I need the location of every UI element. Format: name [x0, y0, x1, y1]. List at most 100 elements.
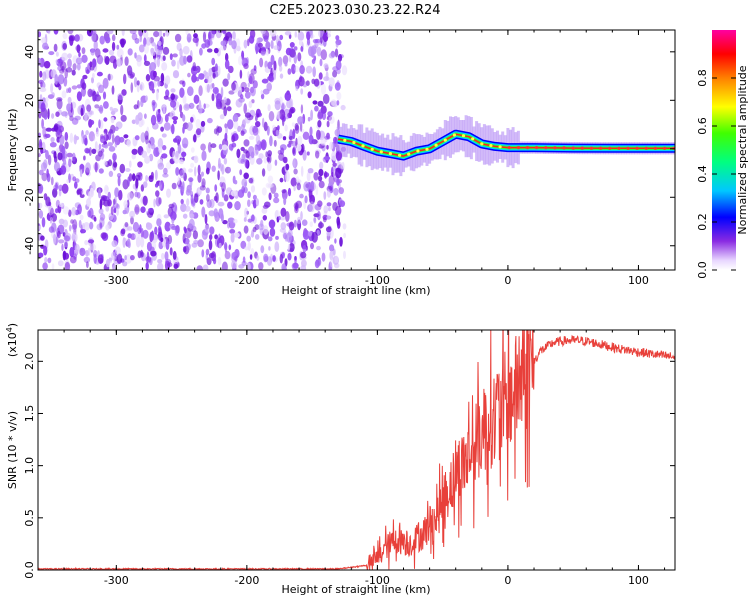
noise-blob — [131, 32, 138, 41]
noise-blob — [56, 97, 63, 102]
noise-blob — [143, 30, 147, 33]
noise-blob — [139, 84, 143, 91]
noise-blob — [81, 54, 88, 63]
noise-blob — [61, 65, 65, 73]
noise-blob — [43, 245, 48, 256]
noise-blob — [140, 132, 146, 143]
noise-blob — [247, 218, 253, 223]
noise-blob — [330, 257, 333, 268]
noise-blob — [197, 164, 201, 175]
noise-blob — [250, 151, 255, 159]
noise-blob — [72, 234, 76, 241]
noise-blob — [290, 177, 297, 187]
noise-blob — [258, 153, 264, 160]
x-tick-label: -300 — [104, 274, 129, 287]
noise-blob — [124, 56, 129, 66]
noise-blob — [197, 173, 202, 183]
noise-blob — [248, 75, 253, 84]
trace-peak-dot — [653, 146, 658, 150]
noise-blob — [55, 111, 60, 117]
noise-blob — [111, 34, 116, 42]
noise-blob — [58, 202, 64, 208]
noise-blob — [201, 43, 207, 49]
noise-blob — [306, 171, 311, 182]
noise-blob — [50, 137, 55, 143]
noise-blob — [243, 103, 247, 114]
noise-blob — [153, 30, 160, 38]
noise-blob — [339, 200, 346, 208]
noise-blob — [328, 52, 336, 59]
noise-blob — [150, 114, 157, 126]
noise-blob — [145, 74, 151, 82]
noise-blob — [213, 47, 219, 54]
noise-blob — [323, 205, 329, 214]
noise-blob — [298, 39, 303, 46]
noise-blob — [222, 78, 229, 87]
noise-blob — [43, 193, 48, 201]
noise-blob — [269, 30, 277, 37]
noise-blob — [277, 125, 280, 131]
noise-blob — [234, 201, 241, 211]
noise-blob — [270, 54, 275, 65]
noise-blob — [324, 171, 328, 179]
noise-blob — [297, 135, 303, 146]
noise-blob — [150, 171, 154, 179]
noise-blob — [227, 217, 235, 223]
noise-blob — [190, 162, 195, 168]
noise-blob — [266, 162, 272, 172]
noise-blob — [170, 100, 177, 108]
noise-blob — [53, 161, 61, 172]
noise-blob — [66, 103, 72, 112]
noise-blob — [193, 33, 198, 39]
noise-blob — [99, 35, 105, 45]
noise-blob — [60, 61, 67, 71]
noise-blob — [85, 250, 89, 257]
noise-blob — [131, 153, 136, 160]
noise-blob — [243, 172, 249, 180]
noise-blob — [119, 163, 126, 174]
trace-peak-dot — [535, 146, 539, 150]
noise-blob — [305, 80, 310, 86]
noise-blob — [334, 48, 339, 58]
noise-blob — [314, 38, 321, 43]
noise-blob — [193, 134, 197, 143]
noise-blob — [77, 204, 82, 215]
noise-blob — [53, 125, 59, 131]
noise-blob — [292, 128, 296, 140]
noise-blob — [38, 152, 41, 158]
noise-blob — [151, 42, 156, 47]
noise-blob — [41, 118, 44, 129]
noise-blob — [83, 155, 86, 161]
noise-blob — [280, 222, 287, 231]
noise-blob — [206, 194, 210, 202]
noise-blob — [42, 262, 48, 270]
noise-blob — [332, 70, 338, 78]
noise-blob — [232, 114, 239, 123]
noise-blob — [47, 257, 52, 264]
noise-blob — [98, 104, 104, 114]
noise-blob — [145, 262, 149, 270]
noise-blob — [240, 158, 245, 164]
noise-blob — [307, 91, 312, 99]
noise-blob — [126, 238, 131, 247]
noise-blob — [171, 182, 177, 190]
noise-blob — [38, 169, 44, 176]
noise-blob — [223, 194, 229, 202]
noise-blob — [288, 108, 292, 118]
noise-blob — [156, 56, 160, 68]
noise-blob — [267, 183, 274, 188]
noise-blob — [267, 104, 271, 112]
noise-blob — [247, 38, 250, 47]
noise-blob — [201, 171, 204, 177]
noise-blob — [113, 161, 118, 168]
noise-blob — [228, 167, 231, 172]
noise-blob — [191, 74, 197, 83]
noise-blob — [79, 169, 83, 178]
colorbar-tick-label: 0.0 — [696, 261, 709, 279]
noise-blob — [38, 31, 42, 38]
noise-blob — [321, 252, 326, 262]
noise-blob — [238, 264, 245, 269]
noise-blob — [192, 36, 199, 44]
noise-blob — [343, 232, 346, 239]
noise-blob — [62, 219, 68, 228]
